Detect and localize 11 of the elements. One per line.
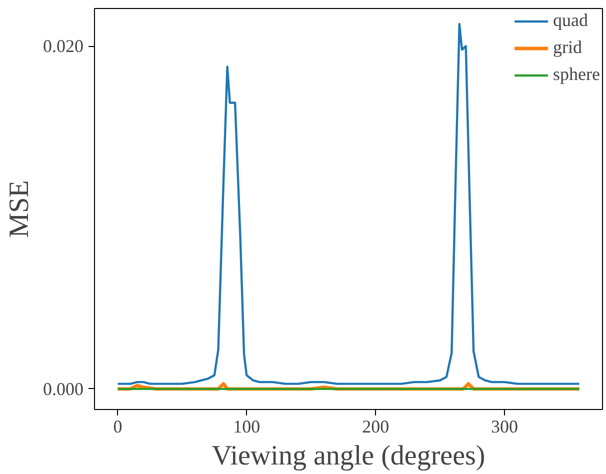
x-tick-label: 100 [233, 416, 260, 436]
x-tick-label: 300 [491, 416, 518, 436]
y-tick-label: 0.020 [43, 36, 84, 56]
legend-label: sphere [553, 64, 600, 85]
y-axis-title: MSE [4, 180, 35, 238]
x-axis-title: Viewing angle (degrees) [212, 440, 486, 472]
x-tick-label: 200 [362, 416, 390, 436]
legend-label: quad [553, 10, 588, 31]
legend-label: grid [553, 37, 582, 58]
x-tick-label: 0 [113, 416, 122, 436]
y-tick-label: 0.000 [43, 378, 84, 399]
